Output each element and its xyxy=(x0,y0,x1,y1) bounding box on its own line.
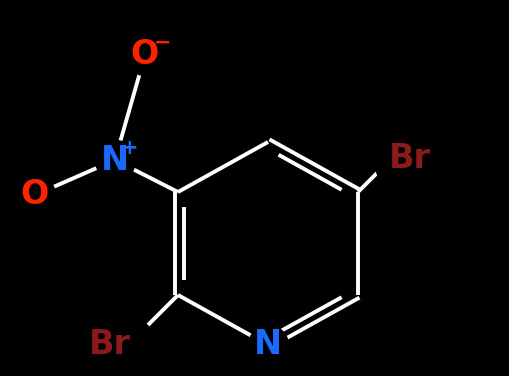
Text: Br: Br xyxy=(89,329,131,361)
Text: O: O xyxy=(21,179,49,211)
Text: N: N xyxy=(101,144,129,176)
Text: O: O xyxy=(131,38,159,71)
Text: N: N xyxy=(253,329,281,361)
Text: +: + xyxy=(121,138,138,158)
Text: −: − xyxy=(154,33,172,53)
Text: Br: Br xyxy=(388,141,430,174)
